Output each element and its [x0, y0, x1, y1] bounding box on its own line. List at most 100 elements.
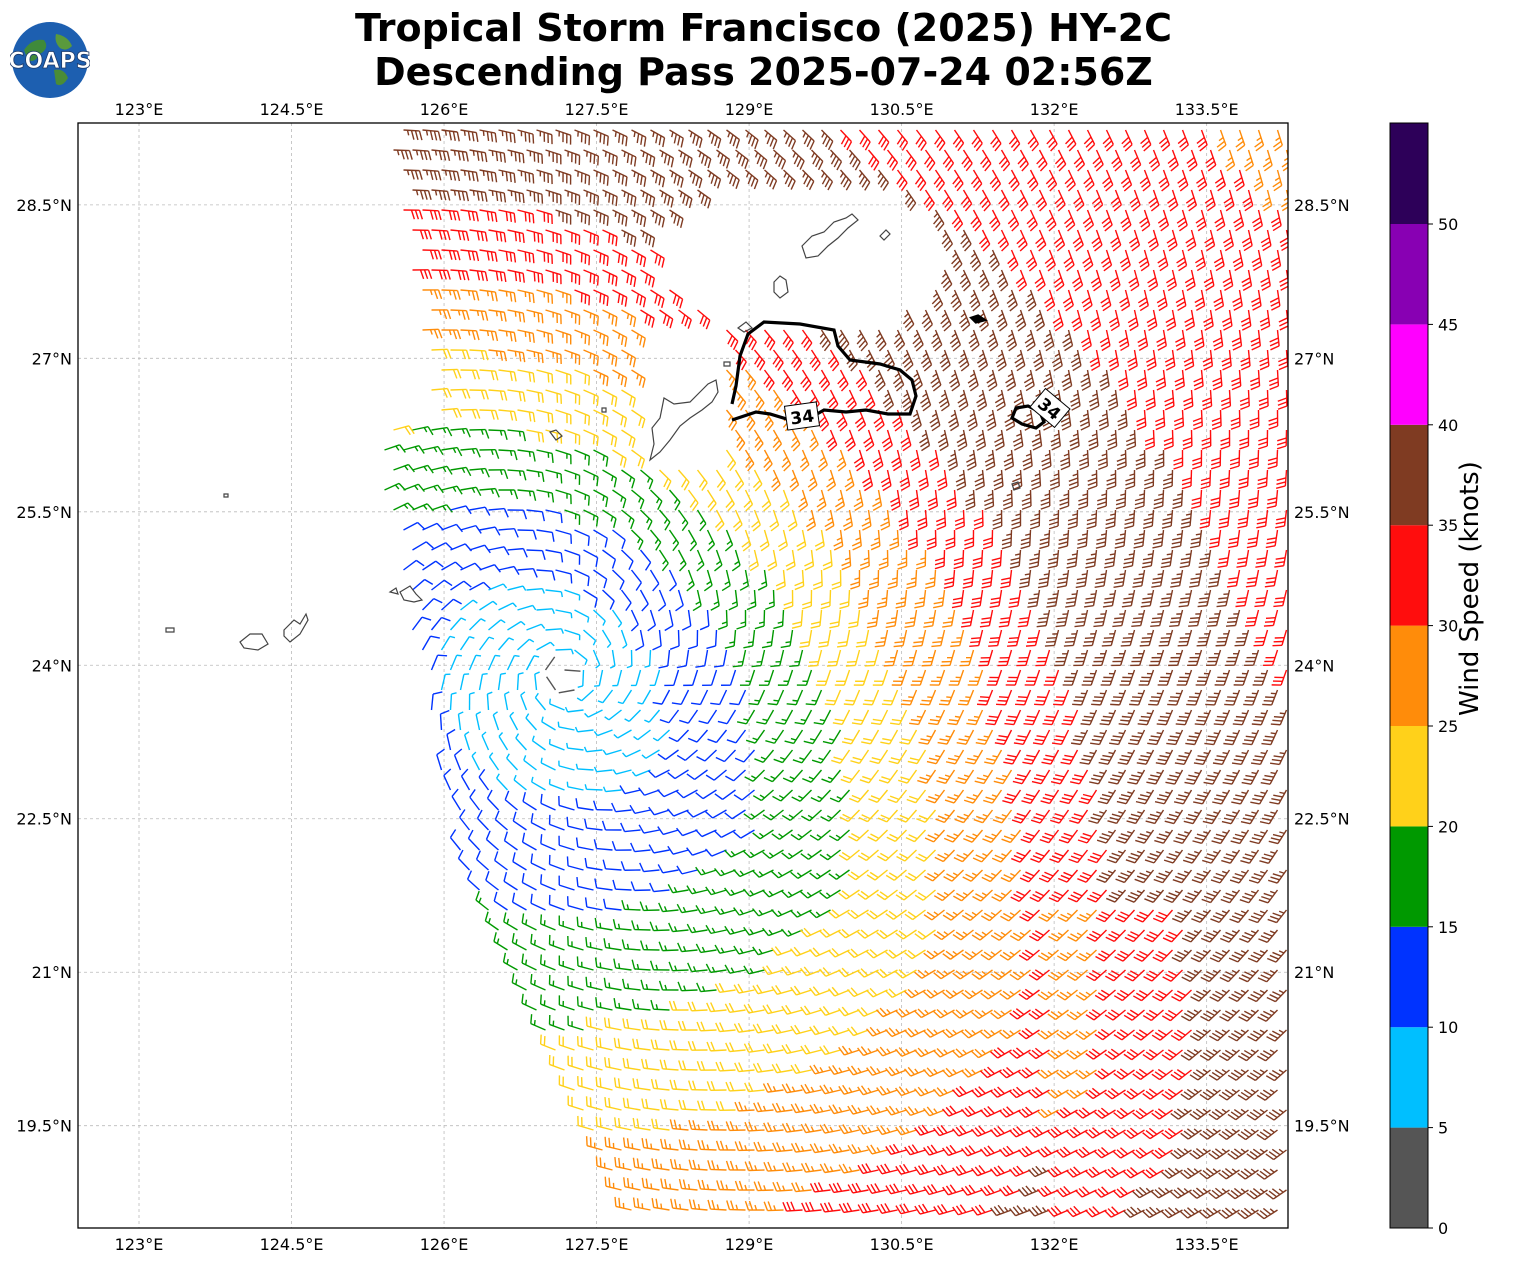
wind-barb — [486, 691, 493, 711]
wind-barb — [785, 549, 796, 571]
wind-barb — [441, 209, 461, 221]
wind-barb — [1199, 509, 1212, 529]
wind-barb — [1001, 529, 1013, 550]
wind-barb — [858, 169, 871, 191]
wind-barb — [826, 649, 842, 667]
wind-barb — [1167, 189, 1179, 212]
wind-barb — [976, 349, 989, 372]
wind-barb — [858, 809, 880, 823]
wind-barb — [809, 909, 831, 919]
wind-barb — [802, 589, 813, 610]
wind-barb — [734, 469, 745, 492]
wind-barb — [1254, 589, 1269, 608]
lon-tick-label-bottom: 124.5°E — [260, 1235, 324, 1254]
wind-barb — [838, 889, 860, 900]
wind-barb — [1137, 289, 1149, 312]
wind-barb — [1196, 129, 1208, 152]
wind-barb — [744, 449, 755, 472]
wind-barb — [728, 589, 739, 611]
wind-barb — [1253, 629, 1269, 647]
wind-barb — [1151, 1068, 1173, 1081]
wind-barb — [1096, 869, 1117, 883]
wind-barb — [517, 638, 535, 651]
wind-barb — [1213, 289, 1225, 311]
wind-barb — [1183, 349, 1195, 371]
wind-barb — [517, 604, 537, 611]
wind-barb — [772, 389, 784, 412]
wind-barb — [507, 620, 526, 631]
wind-barb — [862, 469, 874, 492]
wind-barb — [555, 529, 573, 544]
wind-barb — [970, 169, 983, 192]
lon-tick-label-top: 127.5°E — [565, 100, 629, 119]
wind-barb — [767, 549, 778, 571]
wind-barb — [904, 1106, 926, 1117]
wind-barb — [564, 706, 584, 713]
wind-barb — [593, 569, 608, 589]
wind-barb — [1007, 209, 1020, 232]
wind-barb — [566, 742, 584, 751]
wind-barb — [733, 1022, 755, 1033]
wind-barb — [838, 1045, 860, 1056]
wind-barb — [564, 229, 581, 245]
wind-barb — [471, 751, 481, 771]
wind-barb — [621, 149, 637, 167]
island-minami-daito — [1011, 481, 1021, 491]
wind-barb — [1019, 569, 1032, 589]
wind-barb — [697, 149, 712, 169]
wind-barb — [780, 629, 794, 649]
wind-barb — [441, 169, 461, 182]
wind-barb — [517, 129, 535, 144]
wind-barb — [412, 425, 434, 436]
wind-barb — [1181, 929, 1203, 943]
wind-barb — [1085, 1127, 1107, 1139]
wind-barb — [1252, 209, 1264, 232]
wind-barb — [1145, 389, 1156, 411]
wind-barb — [621, 429, 636, 449]
wind-barb — [958, 349, 970, 372]
wind-barb — [925, 789, 946, 804]
wind-barb — [1065, 1166, 1088, 1178]
wind-barb — [449, 617, 467, 631]
wind-barb — [440, 673, 451, 691]
wind-barb — [1125, 469, 1136, 490]
wind-barb — [602, 859, 622, 871]
wind-barb — [781, 1044, 803, 1055]
wind-barb — [1024, 329, 1036, 352]
wind-barb — [980, 1184, 1002, 1197]
wind-barb — [1159, 589, 1174, 608]
wind-barb — [794, 569, 805, 591]
wind-barb — [468, 654, 482, 671]
wind-barb — [548, 814, 565, 831]
wind-barb — [721, 669, 737, 686]
wind-barb — [1227, 1108, 1249, 1121]
wind-barb — [859, 769, 880, 784]
wind-barb — [714, 944, 736, 954]
wind-barb — [1267, 869, 1288, 884]
wind-barb — [695, 866, 717, 876]
wind-barb — [1239, 929, 1260, 943]
wind-barb — [800, 849, 822, 860]
wind-barb — [744, 329, 757, 351]
wind-barb — [1093, 609, 1108, 628]
wind-barb — [1212, 789, 1231, 805]
wind-barb — [1138, 249, 1150, 272]
wind-barb — [824, 689, 842, 706]
wind-barb — [593, 249, 609, 266]
lat-tick-label-right: 27°N — [1294, 349, 1334, 368]
wind-barb — [594, 957, 613, 971]
wind-barb — [1047, 1089, 1069, 1099]
colorbar-tick-label: 30 — [1438, 617, 1458, 636]
wind-barb — [593, 609, 606, 626]
wind-barb — [753, 1181, 774, 1192]
wind-barb — [833, 529, 844, 551]
wind-barb — [676, 903, 698, 914]
wind-barb — [1036, 1146, 1059, 1158]
wind-barb — [488, 229, 507, 243]
wind-barb — [621, 939, 641, 951]
wind-barb — [958, 309, 971, 332]
wind-barb — [457, 849, 471, 871]
wind-barb — [1189, 1108, 1211, 1120]
wind-barb — [1053, 269, 1065, 292]
wind-barb — [1201, 429, 1212, 450]
